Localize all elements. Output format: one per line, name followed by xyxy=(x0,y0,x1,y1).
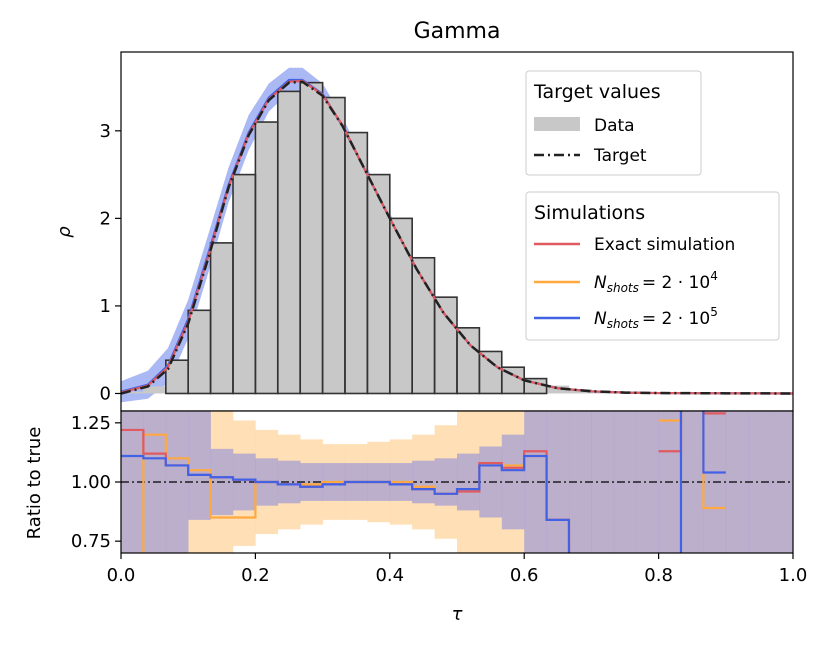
main-y-label: ρ xyxy=(54,226,75,238)
ratio-band-2e5-bin xyxy=(501,434,525,530)
legend-shots-2e5-exp: 5 xyxy=(710,305,718,319)
ratio-y-ticks: 0.75 1.00 1.25 xyxy=(71,413,121,552)
data-bar xyxy=(479,351,503,394)
ratio-step-lines xyxy=(121,411,726,553)
legend-simulations: Simulations Exact simulation Nshots = 2 ·… xyxy=(525,191,780,341)
ratio-y-tick-label: 1.25 xyxy=(71,413,111,434)
legend-shots-2e5-label: Nshots = 2 · 105 xyxy=(594,305,718,331)
ratio-band-2e5-bin xyxy=(165,411,189,553)
y-tick-label: 1 xyxy=(100,296,111,317)
main-curves xyxy=(120,78,794,395)
ratio-band-2e5-bin xyxy=(748,411,771,553)
ratio-band-2e5-bin xyxy=(636,411,659,553)
legend-exact-label: Exact simulation xyxy=(594,235,735,255)
ratio-x-label: τ xyxy=(452,604,463,625)
curve-target xyxy=(120,80,794,395)
legend-shots-2e4-val: = 2 · 10 xyxy=(642,273,710,293)
ratio-y-tick-label: 0.75 xyxy=(71,531,111,552)
x-tick-label: 0.8 xyxy=(644,565,673,586)
x-tick-label: 1.0 xyxy=(779,565,808,586)
data-bar xyxy=(300,82,323,394)
data-bar xyxy=(344,132,368,394)
main-y-ticks: 0 1 2 3 xyxy=(100,121,121,404)
ratio-band-2e5-bin xyxy=(725,411,749,553)
data-bar xyxy=(233,174,256,394)
data-bar xyxy=(434,297,458,394)
legend-target-label: Target xyxy=(593,146,647,166)
ratio-y-tick-label: 1.00 xyxy=(71,472,111,493)
x-tick-label: 0.4 xyxy=(375,565,404,586)
legend-shots-2e4-n: N xyxy=(594,273,607,293)
legend-sim-box xyxy=(525,191,780,341)
y-tick-label: 2 xyxy=(100,208,111,229)
data-bar xyxy=(501,367,525,394)
legend-data-swatch xyxy=(534,117,580,131)
y-tick-label: 0 xyxy=(100,383,111,404)
y-tick-label: 3 xyxy=(100,121,111,142)
legend-target-box xyxy=(525,70,702,176)
target-hist-steps xyxy=(165,81,548,395)
legend-shots-2e4-label: Nshots = 2 · 104 xyxy=(594,269,718,295)
data-bar xyxy=(277,91,301,394)
ratio-band-2e5-bin xyxy=(524,411,547,553)
ratio-band-2e5-bin xyxy=(277,460,301,504)
ratio-band-2e5-bin xyxy=(412,460,435,504)
data-bar xyxy=(210,242,234,394)
data-bar xyxy=(188,310,211,394)
legend-shots-2e5-val: = 2 · 10 xyxy=(642,309,710,329)
legend-target-title: Target values xyxy=(533,81,661,103)
legend-shots-2e4-exp: 4 xyxy=(710,269,718,283)
chart-title: Gamma xyxy=(414,19,501,44)
data-bar xyxy=(457,327,480,394)
data-bar xyxy=(143,386,167,394)
ratio-band-2e5-bin xyxy=(300,463,323,501)
legend-shots-2e5-sub: shots xyxy=(607,317,639,331)
data-bar xyxy=(121,391,144,394)
ratio-panel: 0.75 1.00 1.25 0.0 0.2 0.4 0.6 0.8 1.0 Ratio to… xyxy=(24,410,808,625)
x-tick-label: 0.0 xyxy=(107,565,136,586)
legend-sim-title: Simulations xyxy=(534,202,645,224)
data-bar xyxy=(367,174,391,394)
data-bar xyxy=(389,218,413,394)
legend-shots-2e5-n: N xyxy=(594,309,607,329)
x-tick-label: 0.2 xyxy=(241,565,270,586)
ratio-x-ticks: 0.0 0.2 0.4 0.6 0.8 1.0 xyxy=(107,553,808,586)
data-bar xyxy=(412,257,435,394)
legend-target-values: Target values Data Target xyxy=(525,70,702,176)
legend-data-label: Data xyxy=(594,116,635,136)
x-tick-label: 0.6 xyxy=(510,565,539,586)
data-bar xyxy=(322,97,346,394)
ratio-band-2e5-bin xyxy=(613,411,637,553)
main-panel: 0 1 2 3 ρ Target values Data Target Simulat… xyxy=(54,51,794,412)
data-bar xyxy=(255,122,279,394)
ratio-band-2e5-bin xyxy=(188,411,211,520)
ratio-y-label: Ratio to true xyxy=(24,427,45,540)
ratio-line-shots-2e5 xyxy=(121,411,726,553)
data-bar xyxy=(165,360,189,394)
legend-shots-2e4-sub: shots xyxy=(607,281,639,295)
data-bar xyxy=(546,385,570,394)
